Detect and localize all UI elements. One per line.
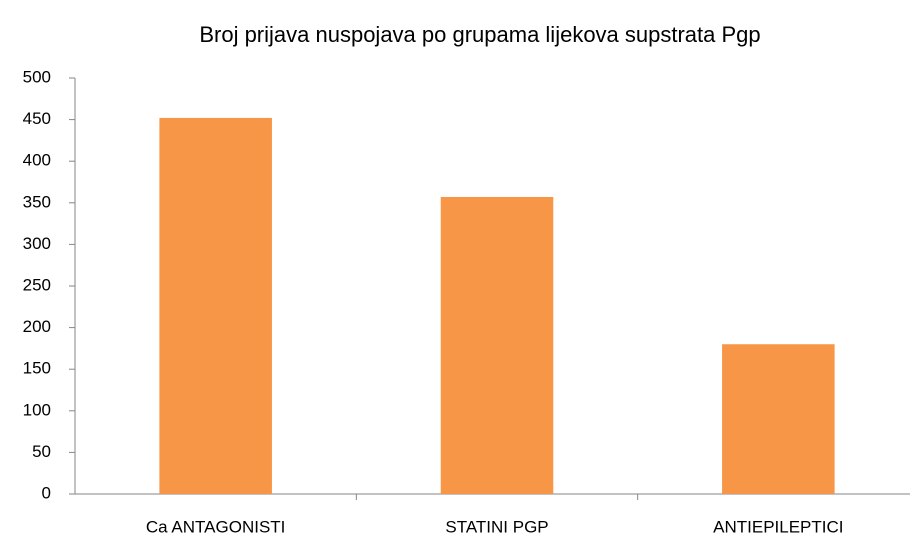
y-tick-label: 50 <box>32 442 51 461</box>
chart-title: Broj prijava nuspojava po grupama lijeko… <box>199 22 760 47</box>
y-tick-label: 450 <box>23 109 51 128</box>
bar <box>159 117 272 494</box>
y-tick-label: 500 <box>23 67 51 86</box>
y-tick-label: 0 <box>42 483 51 502</box>
x-tick-label: STATINI PGP <box>445 517 548 536</box>
x-tick-label: Ca ANTAGONISTI <box>146 517 286 536</box>
y-tick-label: 400 <box>23 151 51 170</box>
y-tick-label: 100 <box>23 400 51 419</box>
bar <box>440 196 554 494</box>
bar <box>722 344 835 494</box>
y-tick-label: 150 <box>23 359 51 378</box>
y-tick-label: 350 <box>23 192 51 211</box>
x-tick-label: ANTIEPILEPTICI <box>713 517 843 536</box>
y-tick-label: 200 <box>23 317 51 336</box>
y-tick-label: 300 <box>23 234 51 253</box>
y-tick-label: 250 <box>23 275 51 294</box>
